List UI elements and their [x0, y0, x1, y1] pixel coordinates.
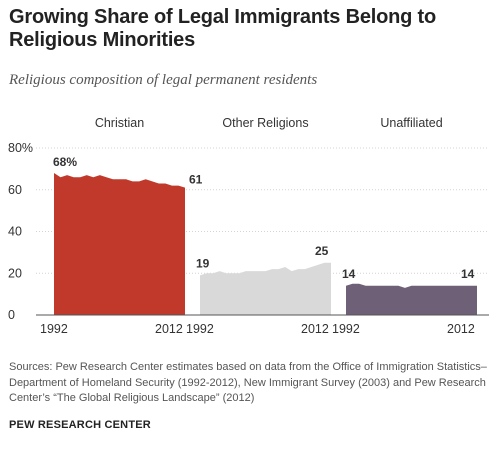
- x-tick-label: 2012: [301, 322, 329, 336]
- y-tick-label: 40: [8, 225, 22, 239]
- start-label: 19: [196, 256, 210, 270]
- series-name-0: Christian: [95, 116, 144, 130]
- x-tick-label: 1992: [186, 322, 214, 336]
- y-tick-label: 0: [8, 308, 15, 322]
- series-name-1: Other Religions: [222, 116, 308, 130]
- x-tick-label: 1992: [332, 322, 360, 336]
- y-tick-label: 20: [8, 266, 22, 280]
- y-tick-label: 60: [8, 183, 22, 197]
- end-label: 14: [461, 267, 475, 281]
- area-0: [54, 173, 185, 315]
- y-tick-label: 80%: [8, 141, 33, 155]
- chart-title: Growing Share of Legal Immigrants Belong…: [9, 6, 436, 51]
- chart-subtitle: Religious composition of legal permanent…: [9, 72, 318, 88]
- end-label: 25: [315, 244, 329, 258]
- end-label: 61: [189, 173, 203, 187]
- start-label: 68%: [53, 155, 77, 169]
- brand-label: PEW RESEARCH CENTER: [9, 419, 151, 431]
- x-tick-label: 1992: [40, 322, 68, 336]
- start-label: 14: [342, 267, 356, 281]
- area-1: [200, 262, 331, 315]
- x-tick-label: 2012: [447, 322, 475, 336]
- x-tick-label: 2012: [155, 322, 183, 336]
- series-name-2: Unaffiliated: [380, 116, 442, 130]
- source-note: Sources: Pew Research Center estimates b…: [9, 361, 487, 404]
- area-2: [346, 283, 477, 315]
